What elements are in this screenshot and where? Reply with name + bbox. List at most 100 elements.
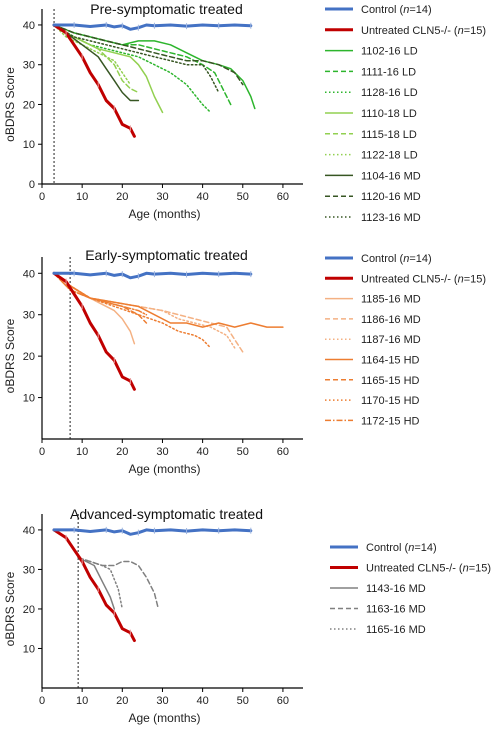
legend-label: 1143-16 MD bbox=[366, 583, 426, 595]
series-line-9 bbox=[53, 24, 140, 102]
x-tick-label: 20 bbox=[116, 695, 128, 707]
x-tick-label: 0 bbox=[39, 191, 45, 203]
legend-label: 1172-15 HD bbox=[361, 415, 420, 427]
y-tick-label: 10 bbox=[23, 643, 35, 655]
legend-label-part: =15) bbox=[464, 25, 486, 37]
chart-panel-1: 0 10 20 30 40 50 60 0 10 20 30 40 Age (months) oBDRS … bbox=[3, 1, 486, 224]
legend-label-part: n bbox=[458, 273, 464, 285]
legend-label: 1110-18 LD bbox=[361, 108, 417, 120]
legend-label-part: =14) bbox=[414, 542, 436, 554]
legend-label-part: =15) bbox=[469, 563, 491, 575]
y-tick-label: 0 bbox=[29, 179, 35, 191]
x-tick-label: 0 bbox=[39, 446, 45, 458]
legend-label: 1186-16 MD bbox=[361, 314, 421, 326]
series-line-4 bbox=[53, 24, 232, 106]
x-tick-label: 30 bbox=[156, 695, 168, 707]
y-tick-label: 10 bbox=[23, 393, 35, 405]
legend-label: 1128-16 LD bbox=[361, 87, 418, 99]
x-tick-label: 10 bbox=[76, 446, 88, 458]
series-line-11 bbox=[53, 24, 220, 94]
y-tick-label: 40 bbox=[23, 525, 35, 537]
series-line-1 bbox=[52, 528, 253, 536]
y-axis-label: oBDRS Score bbox=[3, 67, 17, 142]
x-tick-label: 60 bbox=[277, 191, 289, 203]
legend-label: Control (n=14) bbox=[366, 542, 437, 554]
legend-label-part: n bbox=[458, 25, 464, 37]
y-tick-label: 40 bbox=[23, 268, 35, 280]
legend-label: 1123-16 MD bbox=[361, 212, 421, 224]
series-line-5 bbox=[77, 556, 124, 610]
legend-label-part: n bbox=[463, 563, 469, 575]
legend-label: 1122-18 LD bbox=[361, 150, 418, 162]
x-tick-label: 40 bbox=[196, 191, 208, 203]
series-line-10 bbox=[53, 24, 244, 86]
x-tick-label: 10 bbox=[76, 191, 88, 203]
x-tick-label: 30 bbox=[156, 446, 168, 458]
y-tick-label: 10 bbox=[23, 139, 35, 151]
x-tick-label: 60 bbox=[277, 446, 289, 458]
y-tick-label: 30 bbox=[23, 310, 35, 322]
series-line-8 bbox=[53, 24, 132, 86]
legend-label: 1163-16 MD bbox=[366, 604, 426, 616]
y-tick-label: 40 bbox=[23, 20, 35, 32]
series-line-9 bbox=[53, 272, 148, 316]
y-tick-label: 20 bbox=[23, 604, 35, 616]
y-tick-label: 20 bbox=[23, 351, 35, 363]
y-tick-label: 20 bbox=[23, 99, 35, 111]
legend-label-part: n bbox=[403, 4, 409, 16]
legend-label: 1165-15 HD bbox=[361, 375, 420, 387]
legend-label: Untreated CLN5-/- (n=15) bbox=[361, 25, 486, 37]
chart-title: Advanced-symptomatic treated bbox=[70, 506, 263, 522]
series-line-7 bbox=[53, 272, 148, 324]
legend-label: Control (n=14) bbox=[361, 4, 432, 16]
series-line-1 bbox=[52, 271, 253, 280]
legend-label: 1187-16 MD bbox=[361, 334, 421, 346]
legend-label: 1164-15 HD bbox=[361, 355, 420, 367]
legend-label: 1120-16 MD bbox=[361, 191, 421, 203]
legend-label-part: Untreated CLN5-/- ( bbox=[366, 563, 463, 575]
legend-label-part: =15) bbox=[464, 273, 486, 285]
legend-label: Untreated CLN5-/- (n=15) bbox=[366, 563, 491, 575]
x-tick-label: 50 bbox=[237, 446, 249, 458]
chart-panel-3: 0 10 20 30 40 50 60 10 20 30 40 Age (months) oBDRS S… bbox=[3, 506, 491, 725]
y-axis-label: oBDRS Score bbox=[3, 318, 17, 393]
series-line-3 bbox=[77, 556, 116, 610]
y-axis-label: oBDRS Score bbox=[3, 571, 17, 646]
series-line-2 bbox=[52, 528, 136, 643]
y-tick-label: 30 bbox=[23, 60, 35, 72]
chart-title: Early-symptomatic treated bbox=[85, 247, 248, 263]
x-tick-label: 50 bbox=[237, 695, 249, 707]
series-line-4 bbox=[53, 272, 244, 353]
legend-label-part: Control ( bbox=[361, 253, 404, 265]
legend-label: 1165-16 MD bbox=[366, 624, 426, 636]
x-tick-label: 40 bbox=[196, 695, 208, 707]
legend-label: 1104-16 MD bbox=[361, 170, 421, 182]
legend-label-part: Control ( bbox=[361, 4, 404, 16]
x-tick-label: 20 bbox=[116, 446, 128, 458]
x-axis-label: Age (months) bbox=[128, 207, 200, 221]
legend-label-part: Untreated CLN5-/- ( bbox=[361, 273, 458, 285]
legend-label-part: n bbox=[408, 542, 414, 554]
series-line-2 bbox=[52, 271, 136, 391]
x-tick-label: 20 bbox=[116, 191, 128, 203]
x-tick-label: 50 bbox=[237, 191, 249, 203]
legend-label: 1185-16 MD bbox=[361, 294, 421, 306]
chart-title: Pre-symptomatic treated bbox=[90, 1, 243, 17]
series-line-5 bbox=[53, 272, 236, 349]
x-tick-label: 40 bbox=[196, 446, 208, 458]
legend-label-part: =14) bbox=[409, 4, 431, 16]
x-tick-label: 60 bbox=[277, 695, 289, 707]
y-tick-label: 30 bbox=[23, 564, 35, 576]
legend-label-part: Control ( bbox=[366, 542, 409, 554]
legend-label: 1102-16 LD bbox=[361, 46, 418, 58]
series-line-8 bbox=[53, 272, 212, 349]
series-line-4 bbox=[77, 556, 160, 610]
legend-label-part: Untreated CLN5-/- ( bbox=[361, 25, 458, 37]
legend-label: 1170-15 HD bbox=[361, 395, 420, 407]
series-line-1 bbox=[52, 23, 253, 31]
legend-label: Control (n=14) bbox=[361, 253, 432, 265]
chart-panel-2: 0 10 20 30 40 50 60 10 20 30 40 Age (months) oBDRS S… bbox=[3, 247, 486, 476]
legend-label: Untreated CLN5-/- (n=15) bbox=[361, 273, 486, 285]
